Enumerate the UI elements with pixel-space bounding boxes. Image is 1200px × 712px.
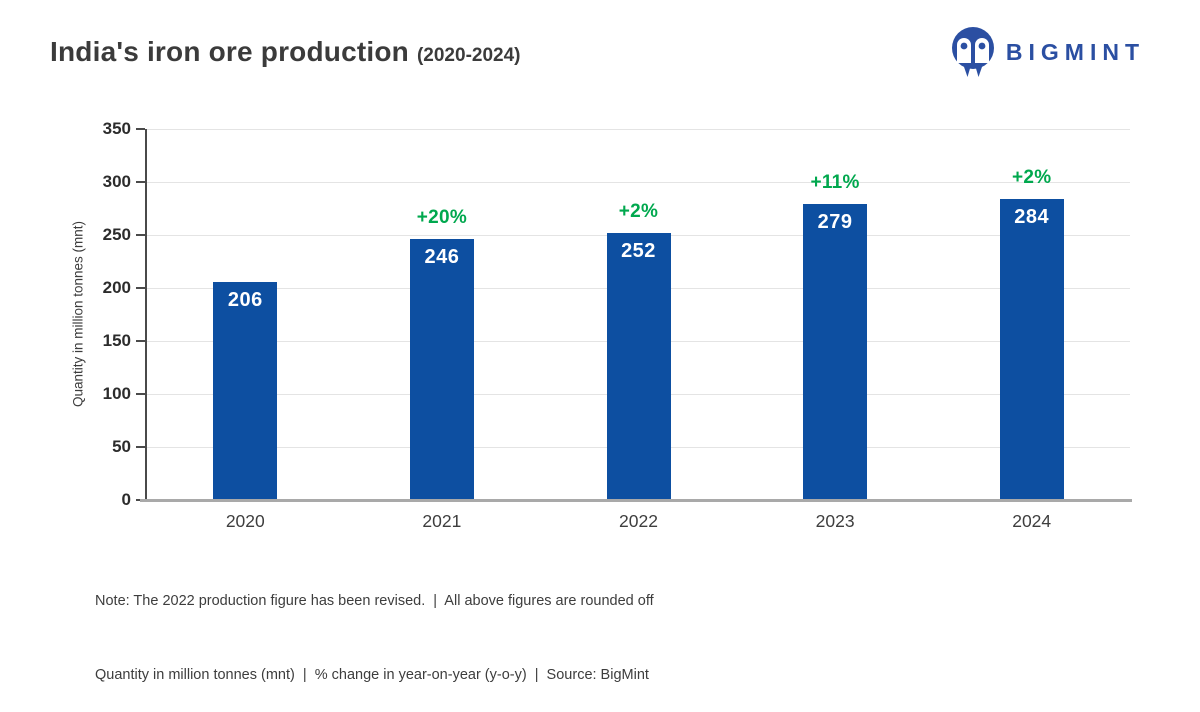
bigmint-monogram-icon: [951, 27, 994, 77]
gridline-350: [147, 128, 1130, 130]
x-tick-label-2023: 2023: [815, 511, 855, 531]
x-tick-label-2020: 2020: [225, 511, 265, 531]
page-title-suffix: (2020-2024): [416, 45, 521, 66]
pct-change-2024: +2%: [1011, 166, 1052, 188]
y-tick-label-100: 100: [102, 384, 131, 403]
chart-header: India's iron ore production (2020-2024): [50, 36, 521, 68]
x-tick-label-2024: 2024: [1012, 511, 1052, 531]
plot-area: 0 50 100 150 200 250 300 350 206 2020 246 +20% 2021 2…: [103, 119, 1132, 531]
bar-value-2024: 284: [1014, 205, 1050, 228]
y-tick-250: [136, 234, 145, 236]
y-tick-label-250: 250: [102, 225, 131, 244]
bigmint-logo: BIGMINT: [950, 26, 1145, 78]
bar-2020: 206: [213, 281, 278, 500]
page-title: India's iron ore production: [50, 36, 409, 67]
pct-change-2023: +11%: [810, 172, 860, 194]
y-tick-label-50: 50: [112, 437, 131, 456]
y-axis-title: Quantity in million tonnes (mnt): [70, 220, 86, 408]
bar-value-2023: 279: [817, 211, 853, 234]
x-axis-baseline: [140, 498, 1132, 502]
footnote-line-2: Quantity in million tonnes (mnt) | % cha…: [95, 666, 649, 683]
bar-value-2022: 252: [621, 239, 656, 262]
y-tick-300: [136, 181, 145, 183]
bar-value-2020: 206: [227, 288, 263, 311]
y-tick-label-300: 300: [102, 172, 131, 191]
x-tick-label-2021: 2021: [422, 511, 462, 531]
y-tick-100: [136, 393, 145, 395]
y-tick-label-350: 350: [102, 119, 131, 138]
gridline-300: [147, 181, 1130, 183]
y-tick-50: [136, 446, 145, 448]
y-tick-200: [136, 287, 145, 289]
bar-value-2021: 246: [424, 246, 460, 269]
footnotes: Note: The 2022 production figure has bee…: [95, 540, 654, 712]
y-tick-350: [136, 128, 145, 130]
bar-2021: 246: [409, 239, 474, 500]
y-tick-label-150: 150: [102, 331, 131, 350]
footnote-line-1: Note: The 2022 production figure has bee…: [95, 593, 654, 609]
pct-change-2022: +2%: [618, 200, 659, 222]
y-tick-label-200: 200: [102, 278, 131, 297]
y-tick-150: [136, 340, 145, 342]
pct-change-2021: +20%: [416, 207, 468, 229]
brand-name: BIGMINT: [1005, 38, 1145, 65]
bar-2022: 252: [606, 232, 671, 500]
x-tick-label-2022: 2022: [619, 511, 658, 531]
y-tick-label-0: 0: [121, 490, 131, 509]
bar-2024: 284: [999, 198, 1064, 500]
bar-2023: 279: [803, 204, 868, 500]
